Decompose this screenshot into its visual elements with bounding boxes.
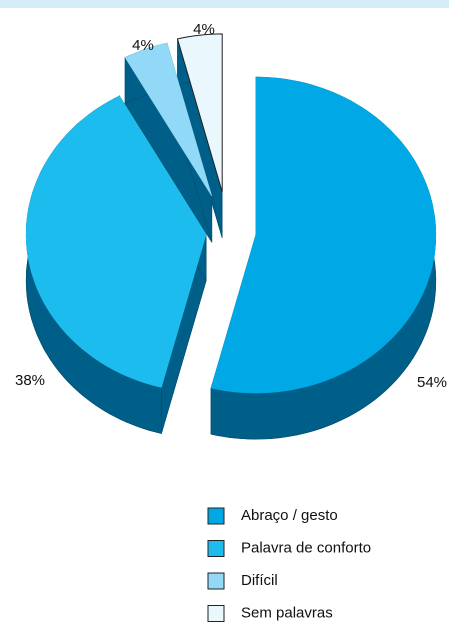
legend: Abraço / gesto Palavra de conforto Difícil… <box>207 507 371 622</box>
top-band <box>0 0 449 8</box>
legend-label: Sem palavras <box>241 604 333 621</box>
legend-swatch <box>207 572 225 590</box>
legend-swatch <box>207 507 225 525</box>
legend-swatch <box>207 540 225 557</box>
data-label: 38% <box>15 372 45 389</box>
legend-label: Abraço / gesto <box>241 507 338 524</box>
slice <box>124 42 213 197</box>
data-label: 4% <box>132 37 154 54</box>
pie: 4% 4% 38% 54% <box>15 21 447 440</box>
slice <box>25 95 207 388</box>
data-label: 4% <box>193 21 215 38</box>
legend-label: Palavra de conforto <box>241 539 371 556</box>
data-label: 54% <box>417 374 447 391</box>
legend-swatch <box>207 605 225 622</box>
slice <box>176 33 223 193</box>
legend-label: Difícil <box>241 572 278 589</box>
slice <box>210 76 437 394</box>
